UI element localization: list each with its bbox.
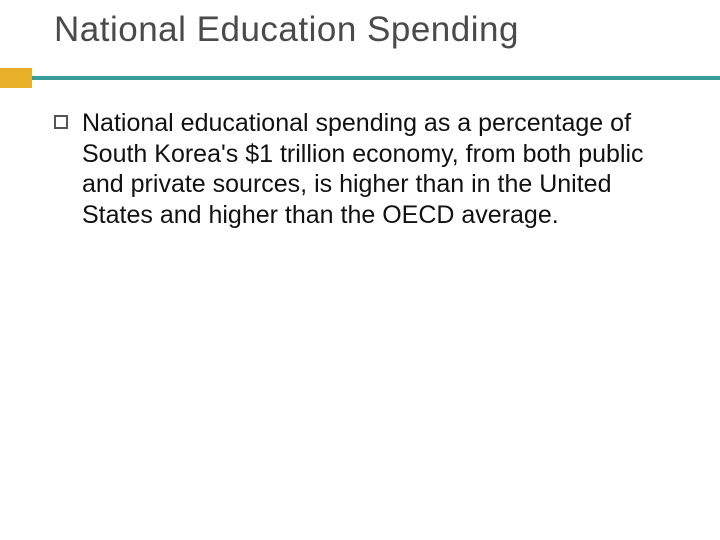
title-area: National Education Spending: [0, 0, 720, 50]
slide: National Education Spending National edu…: [0, 0, 720, 540]
square-bullet-icon: [54, 115, 68, 129]
content-area: National educational spending as a perce…: [0, 88, 720, 230]
divider-row: [0, 68, 720, 88]
bullet-text: National educational spending as a perce…: [82, 108, 666, 230]
divider-line-icon: [32, 76, 720, 80]
accent-block-icon: [0, 68, 32, 88]
slide-title: National Education Spending: [54, 10, 666, 50]
bullet-item: National educational spending as a perce…: [54, 108, 666, 230]
